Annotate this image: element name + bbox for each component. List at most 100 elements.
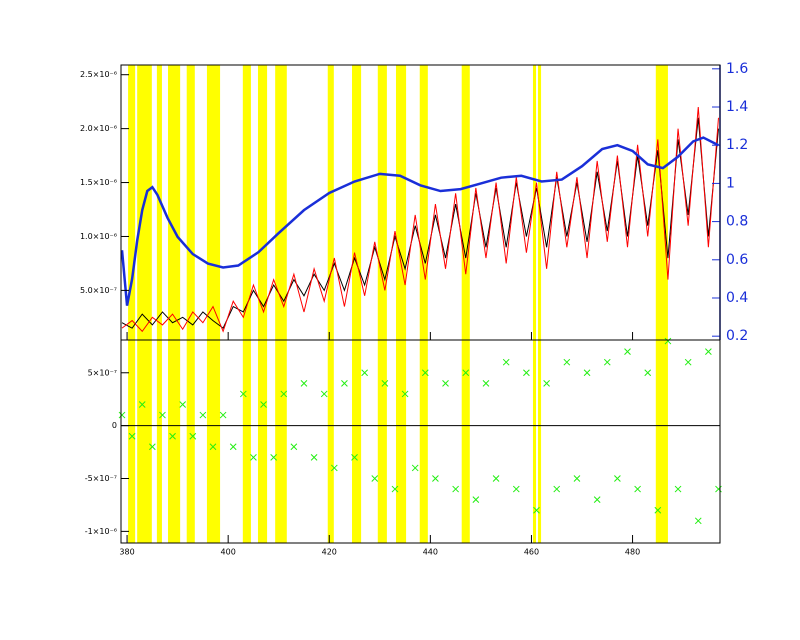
y-tick-label: 1.5×10⁻⁶	[80, 178, 117, 187]
residual-point	[634, 485, 641, 493]
residual-point	[401, 390, 409, 398]
mask-band	[461, 65, 470, 543]
residual-point	[320, 390, 328, 398]
residual-point	[553, 485, 561, 493]
residual-point	[118, 411, 126, 419]
residual-point	[694, 517, 702, 525]
y-tick-label: 5.0×10⁻⁷	[80, 286, 117, 295]
residual-point	[239, 390, 247, 398]
x-tick-label: 460	[524, 548, 539, 557]
residual-point	[179, 401, 187, 408]
residual-point	[563, 358, 571, 366]
residual-point	[250, 454, 257, 461]
residual-point	[300, 379, 308, 387]
x-tick-label: 440	[423, 548, 438, 557]
residual-point	[614, 475, 621, 482]
residual-point	[644, 369, 652, 377]
plot-frame	[120, 339, 721, 544]
residual-point	[310, 454, 318, 461]
residual-point	[624, 348, 631, 355]
residual-point	[593, 496, 601, 504]
residual-point	[381, 379, 389, 387]
mask-band	[395, 65, 407, 543]
residual-point	[502, 358, 510, 366]
residual-point	[148, 443, 156, 451]
residual-point	[664, 337, 672, 345]
residual-point	[128, 432, 136, 440]
x-tick-label: 400	[221, 548, 236, 557]
residual-point	[654, 506, 662, 514]
residual-point	[462, 369, 470, 377]
mask-band	[655, 65, 668, 543]
mask-band	[352, 65, 362, 543]
y-tick-label: 1.0×10⁻⁶	[80, 232, 117, 241]
x-tick-label: 420	[322, 548, 337, 557]
residual-point	[219, 411, 227, 419]
residual-point	[684, 358, 692, 366]
residual-point	[260, 401, 267, 408]
y2-tick-label: 1.4	[726, 99, 748, 115]
mask-band	[275, 65, 287, 543]
mask-band	[538, 65, 542, 543]
y-tick-label: 5×10⁻⁷	[88, 368, 117, 377]
residual-point	[270, 454, 278, 461]
mask-band	[257, 65, 268, 543]
residual-point	[512, 485, 520, 493]
y-tick-label: 2.0×10⁻⁶	[80, 124, 117, 133]
residual-point	[229, 443, 237, 451]
residual-point	[411, 464, 419, 472]
mask-band	[168, 65, 181, 543]
mask-band	[419, 65, 428, 543]
residual-point	[159, 411, 166, 419]
residual-point	[341, 379, 348, 387]
series-line	[120, 136, 720, 306]
residual-point	[492, 475, 500, 482]
y2-tick-label: 0.8	[726, 214, 748, 230]
residual-point	[138, 401, 146, 408]
y2-tick-label: 0.2	[726, 328, 748, 344]
y2-tick-label: 1	[726, 175, 735, 191]
residual-point	[442, 379, 449, 387]
mask-band	[156, 65, 162, 543]
residual-point	[715, 485, 722, 493]
y2-tick-label: 0.6	[726, 252, 748, 268]
residual-point	[330, 464, 338, 472]
y2-tick-label: 1.2	[726, 137, 748, 153]
residual-point	[674, 485, 682, 493]
residual-point	[280, 390, 288, 398]
residual-point	[351, 454, 358, 461]
residual-point	[705, 348, 712, 355]
residual-point	[472, 496, 480, 504]
mask-band	[128, 65, 136, 543]
mask-band	[377, 65, 387, 543]
y-tick-label: -5×10⁻⁷	[85, 474, 117, 483]
residual-point	[199, 411, 207, 419]
mask-band	[206, 65, 221, 543]
mask-band	[186, 65, 195, 543]
residual-point	[209, 443, 217, 451]
y2-tick-label: 1.6	[726, 61, 748, 77]
residual-point	[583, 369, 591, 377]
y-tick-label: -1×10⁻⁶	[85, 527, 117, 536]
y-tick-label: 2.5×10⁻⁶	[80, 70, 117, 79]
mask-band	[327, 65, 334, 543]
residual-point	[371, 475, 379, 482]
residual-point	[452, 485, 459, 493]
residual-point	[523, 369, 530, 377]
residual-point	[189, 432, 197, 440]
residual-point	[432, 475, 439, 482]
residual-point	[603, 358, 611, 366]
mask-band	[532, 65, 537, 543]
residual-point	[290, 443, 298, 451]
residual-point	[169, 432, 176, 440]
y2-tick-label: 0.4	[726, 290, 748, 306]
mask-band	[137, 65, 152, 543]
residual-point	[573, 475, 581, 482]
residual-point	[543, 379, 550, 387]
series-line	[121, 107, 719, 333]
y-tick-label: 0	[112, 421, 117, 430]
residual-point	[361, 369, 368, 377]
residual-point	[482, 379, 490, 387]
residual-point	[421, 369, 429, 377]
